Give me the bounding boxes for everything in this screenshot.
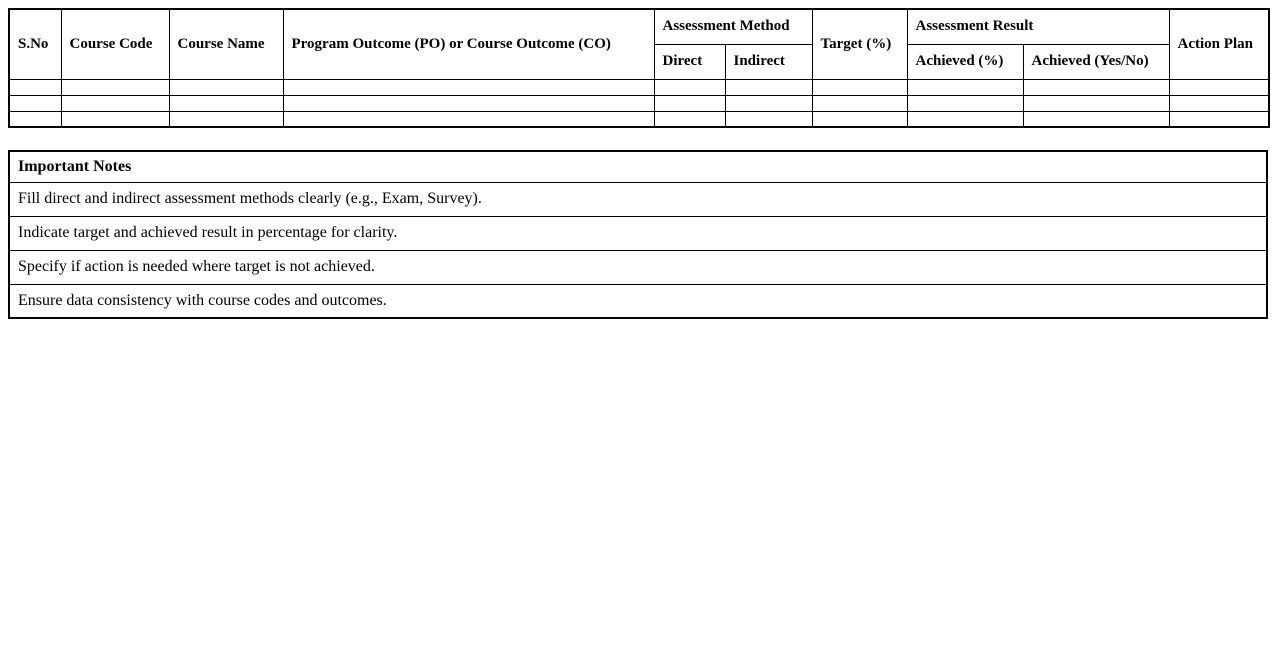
column-header-course-name: Course Name	[168, 8, 284, 80]
empty-cell	[60, 94, 170, 112]
empty-cell	[168, 78, 284, 96]
empty-cell	[724, 78, 813, 96]
note-row: Indicate target and achieved result in p…	[8, 215, 1268, 251]
empty-cell	[811, 94, 908, 112]
assessment-table: S.No Course Code Course Name Program Out…	[8, 8, 1271, 128]
empty-cell	[1168, 110, 1270, 128]
empty-cell	[724, 94, 813, 112]
table-row	[8, 78, 1270, 96]
empty-cell	[906, 110, 1024, 128]
note-item: Fill direct and indirect assessment meth…	[8, 181, 1268, 217]
empty-cell	[1168, 78, 1270, 96]
column-header-achieved-yes-no: Achieved (Yes/No)	[1022, 43, 1170, 80]
note-row: Specify if action is needed where target…	[8, 249, 1268, 285]
empty-cell	[811, 110, 908, 128]
column-header-target-pct: Target (%)	[811, 8, 908, 80]
empty-cell	[60, 110, 170, 128]
note-item: Indicate target and achieved result in p…	[8, 215, 1268, 251]
empty-cell	[653, 94, 726, 112]
note-row: Ensure data consistency with course code…	[8, 283, 1268, 319]
notes-title: Important Notes	[8, 150, 1268, 183]
empty-cell	[8, 78, 62, 96]
assessment-table-body	[8, 78, 1270, 128]
empty-cell	[282, 94, 655, 112]
column-header-achieved-pct: Achieved (%)	[906, 43, 1024, 80]
assessment-table-header: S.No Course Code Course Name Program Out…	[8, 8, 1270, 80]
column-header-assessment-method: Assessment Method	[653, 8, 813, 45]
notes-header-row: Important Notes	[8, 150, 1268, 183]
header-row-2: Direct Indirect Achieved (%) Achieved (Y…	[9, 43, 1269, 80]
empty-cell	[282, 78, 655, 96]
empty-cell	[1022, 110, 1170, 128]
column-header-action-plan: Action Plan	[1168, 8, 1270, 80]
column-header-course-code: Course Code	[60, 8, 170, 80]
note-item: Specify if action is needed where target…	[8, 249, 1268, 285]
empty-cell	[8, 94, 62, 112]
empty-cell	[653, 78, 726, 96]
empty-cell	[8, 110, 62, 128]
column-header-program-outcome: Program Outcome (PO) or Course Outcome (…	[282, 8, 655, 80]
document-page: S.No Course Code Course Name Program Out…	[8, 8, 1271, 319]
empty-cell	[1022, 78, 1170, 96]
empty-cell	[724, 110, 813, 128]
column-header-assessment-result: Assessment Result	[906, 8, 1170, 45]
empty-cell	[168, 110, 284, 128]
header-row-1: S.No Course Code Course Name Program Out…	[8, 8, 1270, 80]
column-header-direct: Direct	[653, 43, 726, 80]
empty-cell	[653, 110, 726, 128]
table-row	[8, 94, 1270, 112]
note-row: Fill direct and indirect assessment meth…	[8, 181, 1268, 217]
empty-cell	[906, 94, 1024, 112]
empty-cell	[168, 94, 284, 112]
empty-cell	[282, 110, 655, 128]
empty-cell	[1022, 94, 1170, 112]
empty-cell	[1168, 94, 1270, 112]
column-header-indirect: Indirect	[724, 43, 813, 80]
important-notes-table: Important Notes Fill direct and indirect…	[8, 150, 1268, 319]
empty-cell	[906, 78, 1024, 96]
column-header-sno: S.No	[8, 8, 62, 80]
empty-cell	[60, 78, 170, 96]
empty-cell	[811, 78, 908, 96]
note-item: Ensure data consistency with course code…	[8, 283, 1268, 319]
table-row	[8, 110, 1270, 128]
